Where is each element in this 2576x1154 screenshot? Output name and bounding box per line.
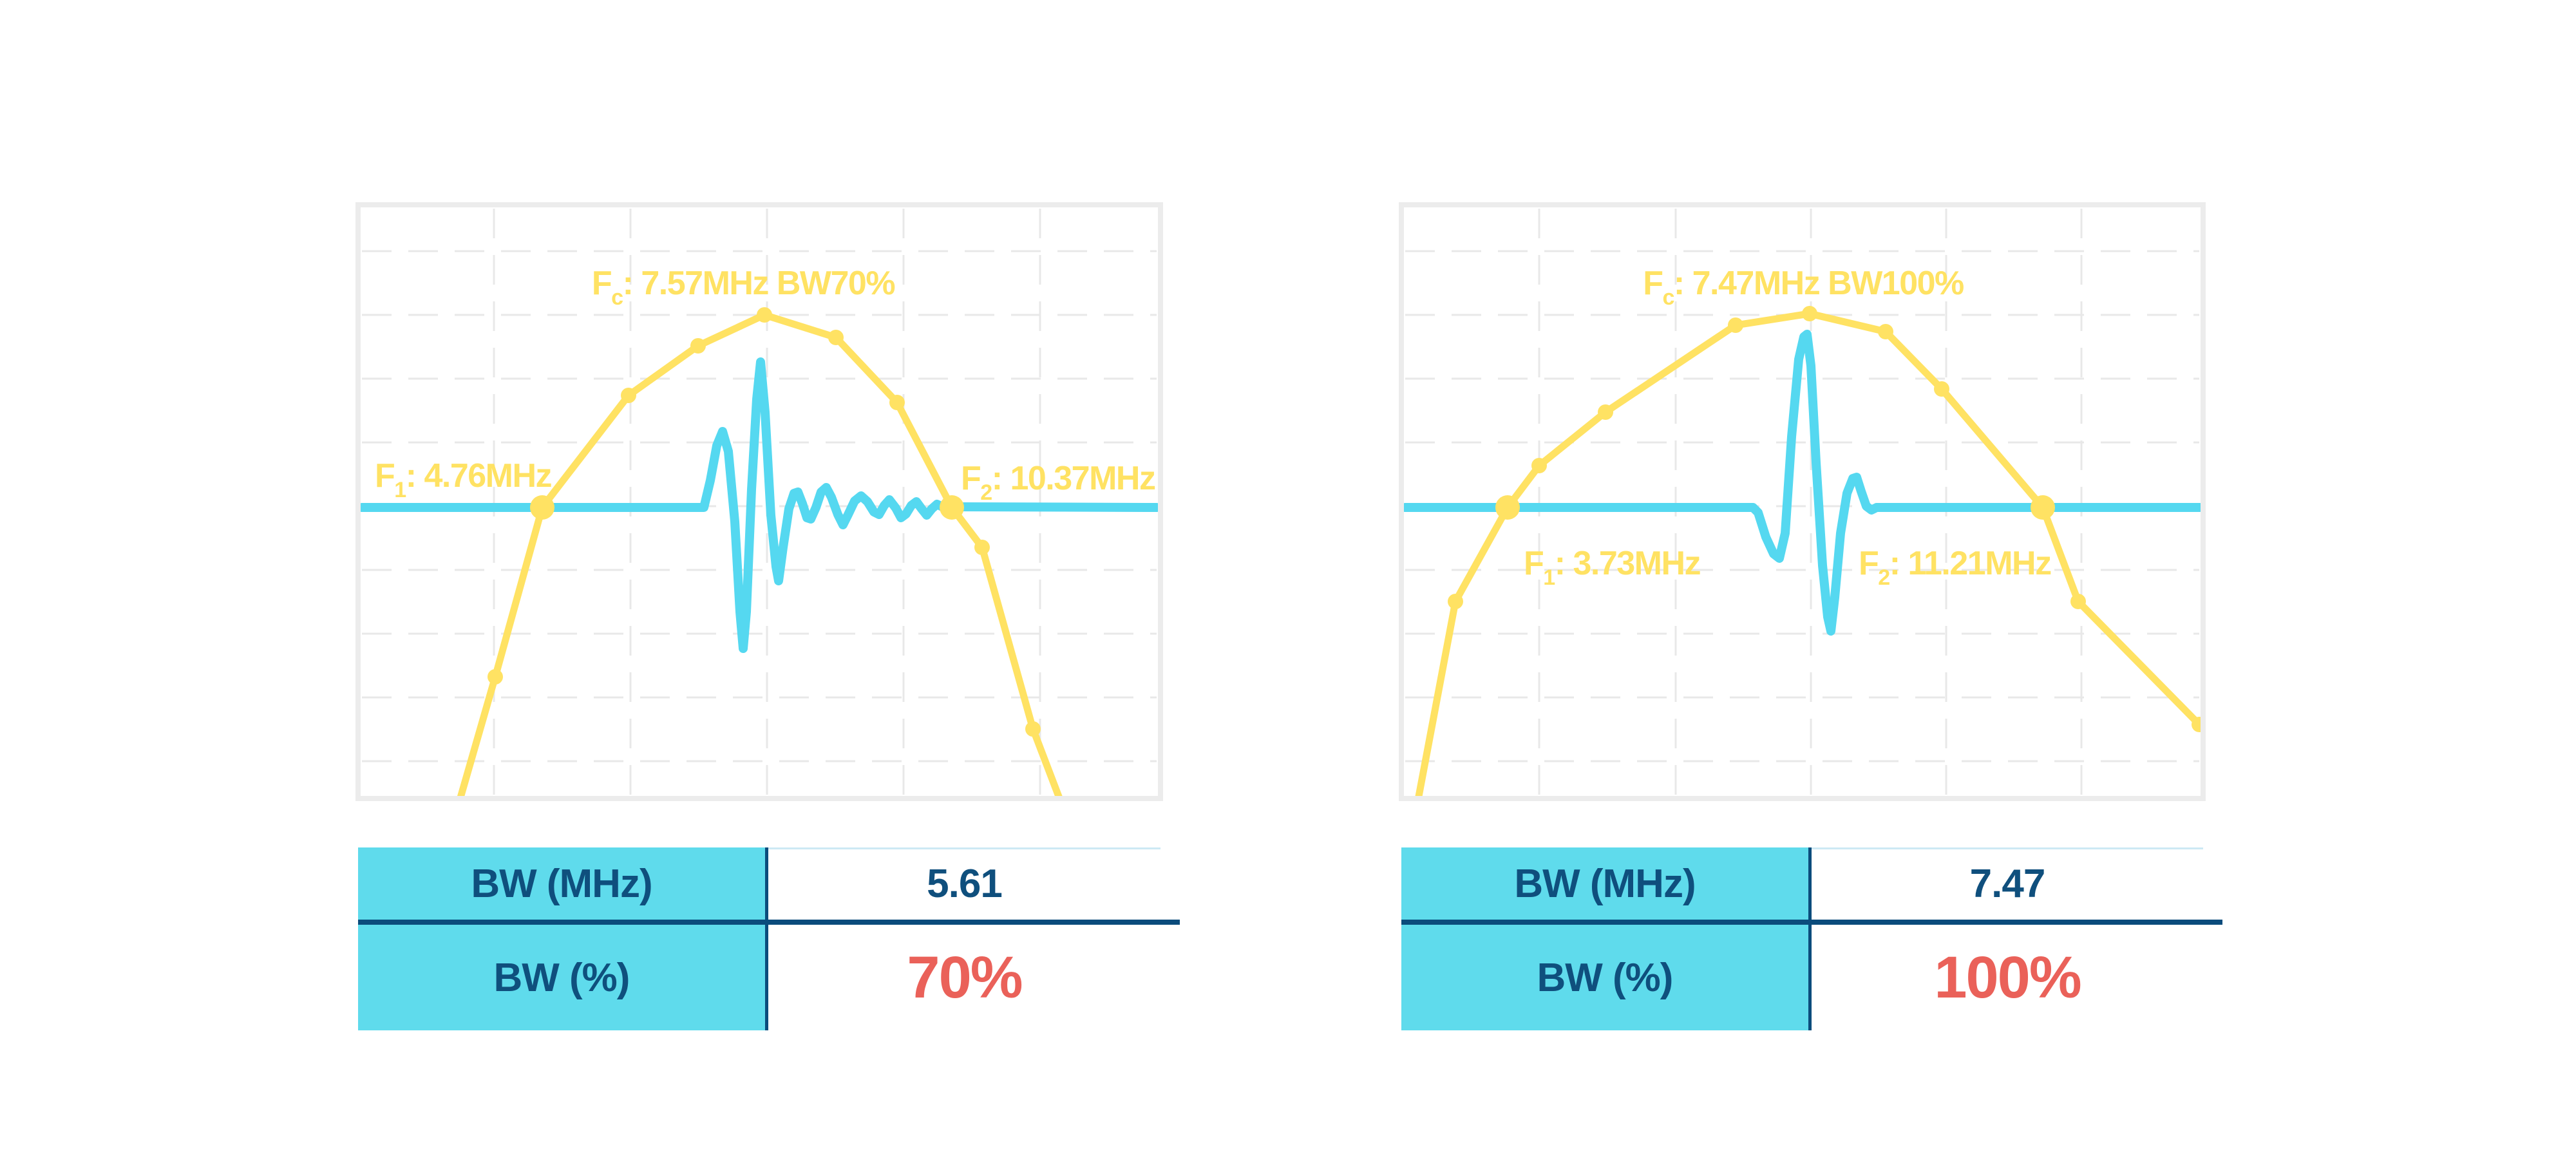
- value-cell-top-border: [768, 847, 1160, 849]
- spectrum-point-marker: [690, 338, 706, 354]
- f2-crossing-marker: [2031, 495, 2055, 520]
- bw-table-left: BW (MHz) 5.61 BW (%) 70%: [358, 847, 1180, 1030]
- bw-mhz-value: 5.61: [927, 861, 1003, 906]
- table-column-divider: [765, 847, 768, 1030]
- bw-mhz-value: 7.47: [1969, 861, 2046, 906]
- bw-mhz-label: BW (MHz): [471, 861, 652, 906]
- value-cell-top-border: [1812, 847, 2203, 849]
- table-label-column: [1401, 847, 1808, 1030]
- spectrum-point-marker: [621, 388, 636, 403]
- bw-pct-label: BW (%): [1537, 955, 1674, 1000]
- fc-label: Fc: 7.57MHz BW70%: [592, 265, 895, 310]
- spectrum-panel-right: Fc: 7.47MHz BW100% F1: 3.73MHz F2: 11.21MH…: [1399, 202, 2206, 801]
- spectrum-point-marker: [488, 669, 503, 685]
- table-row-divider: [358, 920, 1180, 925]
- table-row-divider: [1401, 920, 2222, 925]
- bw-mhz-label: BW (MHz): [1514, 861, 1696, 906]
- fc-label: Fc: 7.47MHz BW100%: [1643, 265, 1964, 310]
- spectrum-point-marker: [1598, 404, 1613, 420]
- spectrum-point-marker: [1934, 381, 1949, 397]
- bw-pct-value: 100%: [1934, 944, 2081, 1010]
- table-column-divider: [1808, 847, 1812, 1030]
- panel-frame: [1399, 202, 2206, 801]
- spectrum-point-marker: [889, 395, 905, 410]
- f2-label: F2: 11.21MHz: [1859, 545, 2051, 590]
- spectrum-panel-left: Fc: 7.57MHz BW70% F1: 4.76MHz F2: 10.37MHz: [355, 202, 1163, 801]
- spectrum-point-marker: [1802, 306, 1817, 321]
- spectrum-point-marker: [1448, 594, 1463, 609]
- spectrum-point-marker: [974, 540, 990, 555]
- rf-pulse-curve: [1404, 330, 2201, 636]
- spectrum-point-marker: [2070, 594, 2086, 609]
- f1-label: F1: 4.76MHz: [375, 457, 552, 502]
- spectrum-point-marker: [757, 307, 772, 323]
- spectrum-envelope-curve: [1415, 310, 2201, 796]
- spectrum-point-marker: [828, 330, 844, 345]
- bw-pct-label: BW (%): [493, 955, 630, 1000]
- f1-crossing-marker: [530, 495, 554, 520]
- spectrum-point-marker: [1878, 324, 1893, 339]
- spectrum-point-marker: [1025, 721, 1041, 737]
- spectrum-point-marker: [1728, 317, 1743, 333]
- table-label-column: [358, 847, 765, 1030]
- f1-label: F1: 3.73MHz: [1524, 545, 1701, 590]
- spectrum-point-marker: [1531, 458, 1547, 473]
- rf-pulse-curve: [361, 357, 1158, 653]
- f1-crossing-marker: [1495, 495, 1520, 520]
- spectrum-point-marker: [2192, 717, 2201, 732]
- bw-table-right: BW (MHz) 7.47 BW (%) 100%: [1401, 847, 2222, 1030]
- f2-crossing-marker: [940, 495, 964, 520]
- bw-pct-value: 70%: [907, 944, 1023, 1010]
- spectrum-envelope-curve: [457, 311, 1063, 796]
- f2-label: F2: 10.37MHz: [961, 460, 1155, 505]
